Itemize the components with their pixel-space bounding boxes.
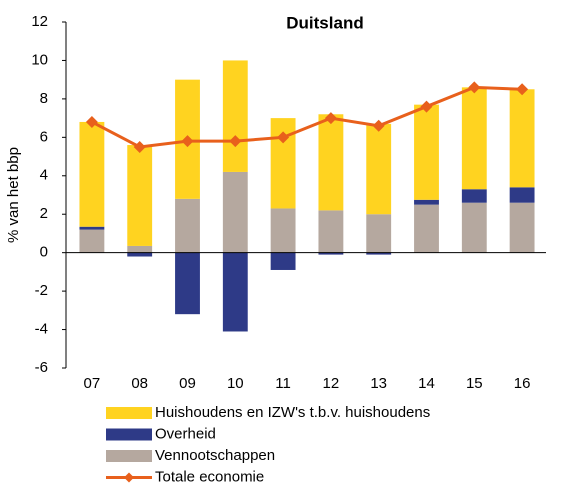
bar-segment: [222, 60, 248, 172]
legend-swatch: [106, 450, 152, 462]
bar-segment: [318, 210, 344, 253]
chart-title: Duitsland: [286, 13, 363, 32]
y-tick-label: 8: [40, 90, 48, 107]
x-tick-label: 12: [323, 375, 340, 392]
x-tick-label: 10: [227, 375, 244, 392]
x-tick-label: 16: [514, 375, 531, 392]
bar-segment: [366, 252, 392, 255]
y-tick-label: -2: [35, 282, 48, 299]
bar-segment: [270, 208, 296, 253]
bar-segment: [318, 114, 344, 211]
legend-label: Vennootschappen: [155, 447, 275, 464]
y-tick-label: 0: [40, 244, 48, 261]
line-marker: [229, 135, 242, 148]
legend-label: Totale economie: [155, 468, 264, 485]
x-tick-label: 11: [275, 375, 291, 392]
x-tick-label: 14: [418, 375, 435, 392]
bar-segment: [509, 187, 535, 203]
bar-segment: [222, 171, 248, 253]
bar-segment: [79, 229, 105, 253]
bar-segment: [175, 198, 200, 253]
bar-segment: [414, 104, 439, 200]
bar-segment: [366, 214, 392, 253]
bar-segment: [461, 87, 487, 190]
line-marker: [372, 119, 385, 132]
line-marker: [133, 140, 146, 153]
x-tick-label: 07: [84, 375, 101, 392]
legend-swatch: [106, 407, 152, 419]
legend-swatch: [106, 428, 152, 441]
y-axis-label: % van het bbp: [5, 147, 22, 243]
line-marker: [468, 81, 481, 94]
bar-segment: [175, 252, 200, 315]
y-tick-label: 4: [40, 167, 48, 184]
line: [91, 85, 523, 149]
legend-label: Overheid: [155, 425, 216, 442]
legend-swatch: [124, 472, 134, 483]
y-tick-label: 6: [40, 128, 48, 145]
bar-segment: [222, 252, 248, 332]
y-tick-label: 12: [31, 13, 48, 30]
bar-segment: [366, 123, 392, 215]
bar-segment: [127, 145, 153, 246]
bar-segment: [461, 189, 487, 203]
line-marker: [324, 112, 337, 125]
bar-segment: [461, 202, 487, 253]
line-marker: [85, 115, 98, 128]
y-tick-label: 2: [40, 205, 48, 222]
x-tick-label: 15: [466, 375, 483, 392]
line-marker: [181, 135, 194, 148]
y-tick-label: -4: [35, 321, 48, 338]
y-tick-label: 10: [31, 51, 48, 68]
bar-segment: [509, 89, 535, 188]
line-marker: [277, 131, 290, 144]
line-marker: [516, 83, 529, 96]
bar-segment: [414, 199, 439, 205]
x-tick-label: 13: [370, 375, 387, 392]
bar-segment: [318, 252, 344, 255]
x-tick-label: 09: [179, 375, 196, 392]
bar-segment: [127, 245, 153, 253]
bar-segment: [79, 226, 105, 230]
bar-segment: [270, 252, 296, 270]
bar-segment: [509, 202, 535, 253]
bar-segment: [79, 121, 105, 227]
legend-label: Huishoudens en IZW's t.b.v. huishoudens: [155, 404, 430, 421]
bar-segment: [414, 204, 439, 253]
line-marker: [420, 100, 433, 113]
y-tick-label: -6: [35, 359, 48, 376]
x-tick-label: 08: [131, 375, 148, 392]
bar-segment: [127, 252, 153, 257]
